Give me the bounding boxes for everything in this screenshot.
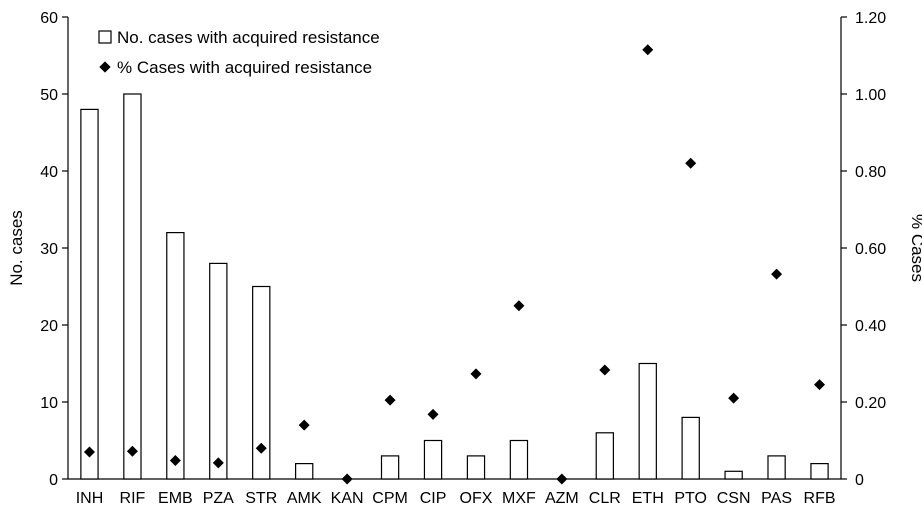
y2-tick-label: 0.20 — [855, 395, 886, 412]
x-tick-label: CIP — [420, 490, 447, 507]
x-tick-label: CSN — [717, 490, 751, 507]
y2-tick-label: 0 — [855, 472, 864, 489]
legend-swatch-marker — [99, 61, 111, 73]
data-point-marker — [255, 442, 267, 454]
legend-label-bar: No. cases with acquired resistance — [117, 28, 380, 47]
x-tick-label: KAN — [331, 490, 364, 507]
data-point-marker — [728, 392, 740, 404]
data-point-marker — [126, 445, 138, 457]
data-point-marker — [384, 394, 396, 406]
plot-area: 0 10 20 30 40 50 60 0 0.20 0.40 0.60 0.80 1.00 1.20 IN… — [40, 10, 886, 507]
bar — [166, 232, 185, 480]
x-tick-label: PAS — [761, 490, 792, 507]
x-tick-label: MXF — [502, 490, 536, 507]
data-point-marker — [556, 473, 568, 485]
data-point-marker — [513, 300, 525, 312]
bar — [681, 416, 700, 480]
data-point-marker — [599, 364, 611, 376]
data-point-marker — [341, 473, 353, 485]
data-point-marker — [212, 457, 224, 469]
y2-tick-label: 0.40 — [855, 318, 886, 335]
x-tick-label: EMB — [158, 490, 193, 507]
x-tick-label: AMK — [287, 490, 322, 507]
bar — [295, 463, 314, 480]
bar — [466, 455, 486, 480]
bar — [767, 455, 786, 480]
bar — [380, 455, 400, 480]
data-point-marker — [642, 44, 654, 56]
data-point-marker — [298, 419, 310, 431]
y-tick-label: 40 — [40, 164, 58, 181]
bar — [209, 262, 228, 480]
x-tick-label: ETH — [632, 490, 664, 507]
bar — [123, 93, 142, 480]
bar — [509, 439, 529, 480]
data-point-marker — [685, 157, 697, 169]
x-tick-label: PTO — [674, 490, 707, 507]
legend-swatch-bar — [98, 30, 112, 44]
y2-tick-label: 1.20 — [855, 10, 886, 27]
y-tick-label: 0 — [49, 472, 58, 489]
data-point-marker — [470, 368, 482, 380]
legend: No. cases with acquired resistance % Cas… — [98, 28, 380, 77]
y-tick-label: 10 — [40, 395, 58, 412]
x-tick-label: INH — [76, 490, 104, 507]
x-tick-label: STR — [245, 490, 277, 507]
data-point-marker — [771, 268, 783, 280]
y-tick-label: 50 — [40, 87, 58, 104]
y2-axis-title: % Cases — [908, 214, 922, 282]
y-tick-label: 20 — [40, 318, 58, 335]
bar — [724, 470, 743, 480]
data-point-marker — [427, 408, 439, 420]
x-tick-label: RIF — [120, 490, 146, 507]
y-tick-label: 30 — [40, 241, 58, 258]
bar — [638, 362, 657, 480]
bar — [423, 439, 443, 480]
x-tick-label: CPM — [372, 490, 408, 507]
x-tick-label: CLR — [589, 490, 621, 507]
y2-tick-label: 0.80 — [855, 164, 886, 181]
y-axis-title: No. cases — [7, 210, 26, 286]
x-tick-label: PZA — [203, 490, 234, 507]
bar — [595, 432, 614, 480]
y2-tick-label: 0.60 — [855, 241, 886, 258]
bar — [80, 108, 99, 480]
y-tick-label: 60 — [40, 10, 58, 27]
bar — [810, 463, 829, 480]
x-tick-label: RFB — [804, 490, 836, 507]
data-point-marker — [814, 379, 826, 391]
x-tick-label: AZM — [545, 490, 579, 507]
y2-tick-label: 1.00 — [855, 87, 886, 104]
data-point-marker — [83, 446, 95, 458]
data-point-marker — [169, 455, 181, 467]
bar — [252, 285, 271, 480]
legend-label-marker: % Cases with acquired resistance — [117, 58, 372, 77]
x-tick-label: OFX — [460, 490, 493, 507]
